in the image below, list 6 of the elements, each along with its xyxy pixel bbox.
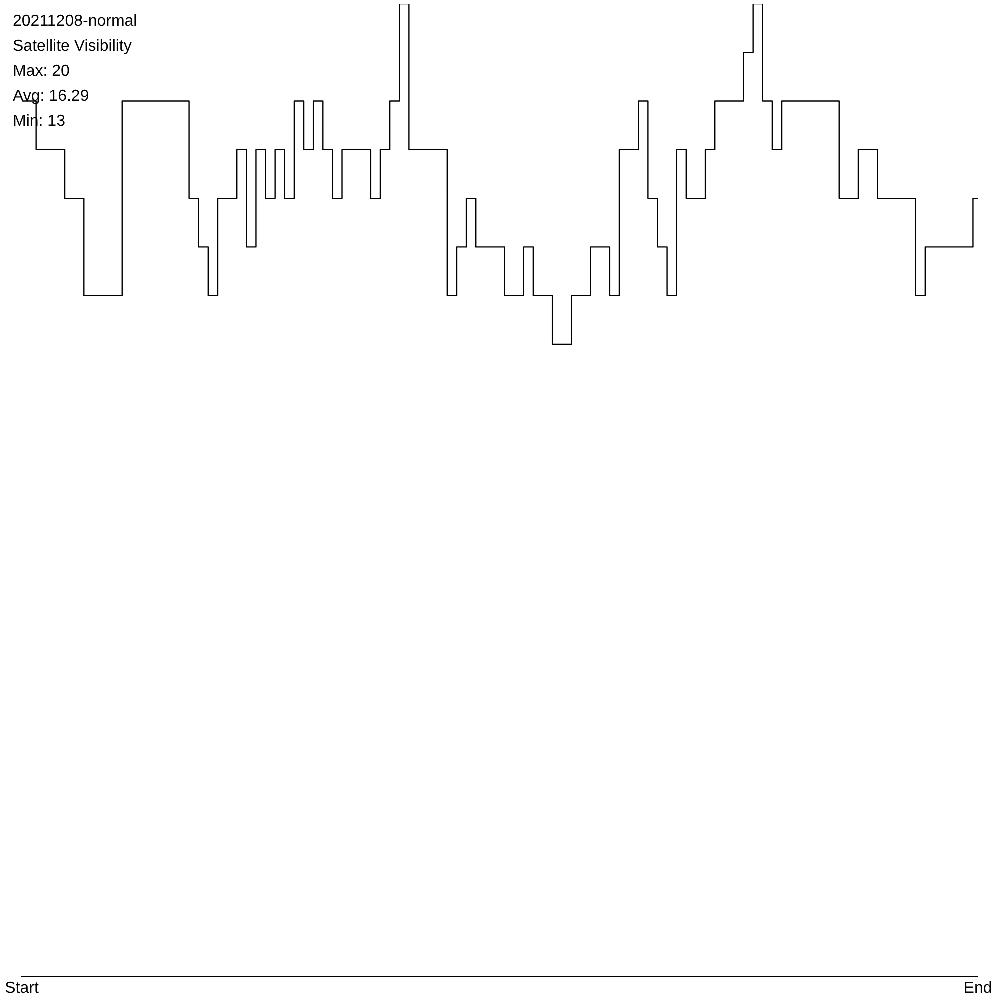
text: Satellite Visibility [13, 37, 133, 57]
x-tick-label: End [964, 980, 992, 997]
x-tick-label: Start [5, 980, 40, 997]
annotation: Max: 20 [13, 62, 71, 82]
annotation: Avg: 16.29 [13, 87, 90, 107]
text: 20211208-normal [13, 12, 138, 32]
